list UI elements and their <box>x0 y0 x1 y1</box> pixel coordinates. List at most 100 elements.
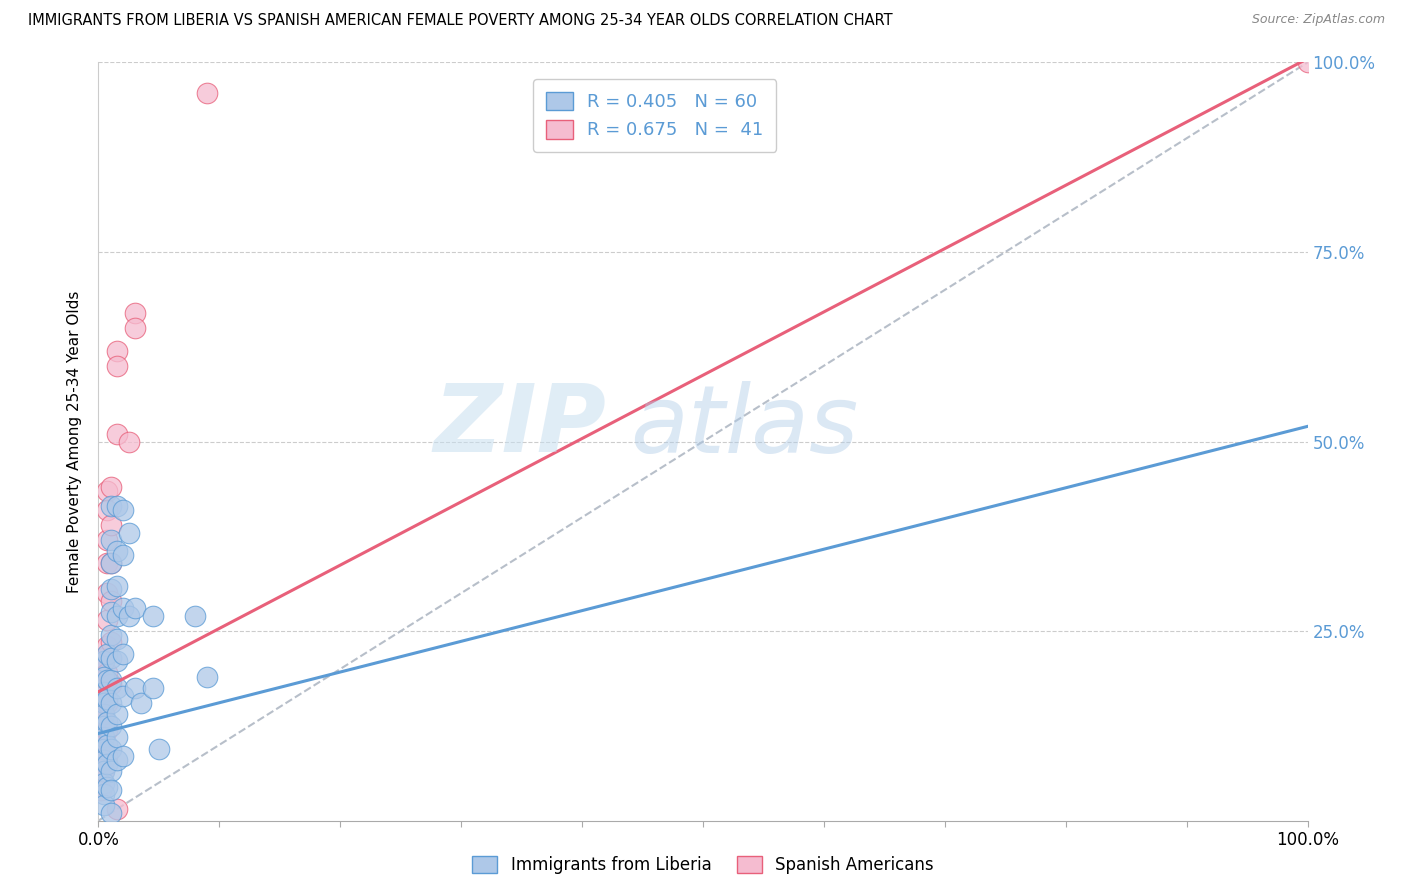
Point <box>100 480 122 494</box>
Point <box>100 533 122 548</box>
Point <box>148 741 170 756</box>
Point <box>90 669 112 683</box>
Point <box>90 726 112 740</box>
Point <box>93 741 115 756</box>
Point <box>184 608 207 623</box>
Point <box>91 746 114 760</box>
Point <box>100 650 122 665</box>
Point <box>93 730 115 744</box>
Point <box>96 673 118 688</box>
Legend: R = 0.405   N = 60, R = 0.675   N =  41: R = 0.405 N = 60, R = 0.675 N = 41 <box>533 79 776 152</box>
Point <box>111 503 134 517</box>
Point <box>96 696 118 710</box>
Point <box>118 434 141 449</box>
Point <box>100 696 122 710</box>
Point <box>195 86 218 100</box>
Point <box>96 756 118 771</box>
Point <box>105 343 128 358</box>
Point <box>93 753 115 767</box>
Point <box>105 655 128 669</box>
Point <box>96 738 118 752</box>
Point <box>111 548 134 563</box>
Point <box>105 608 128 623</box>
Point <box>142 681 165 695</box>
Point <box>90 707 112 722</box>
Point <box>100 635 122 649</box>
Text: atlas: atlas <box>630 381 859 472</box>
Point <box>96 715 118 730</box>
Point <box>93 764 115 779</box>
Point <box>96 586 118 600</box>
Point <box>105 359 128 373</box>
Point <box>96 723 118 737</box>
Point <box>100 556 122 570</box>
Point <box>100 806 122 821</box>
Y-axis label: Female Poverty Among 25-34 Year Olds: Female Poverty Among 25-34 Year Olds <box>67 291 83 592</box>
Point <box>111 647 134 661</box>
Point <box>90 783 112 797</box>
Point <box>93 707 115 722</box>
Point <box>91 669 114 683</box>
Point <box>118 525 141 540</box>
Point <box>100 605 122 619</box>
Point <box>1296 55 1319 70</box>
Point <box>93 685 115 699</box>
Text: ZIP: ZIP <box>433 380 606 473</box>
Point <box>91 764 114 779</box>
Point <box>93 787 115 801</box>
Point <box>105 681 128 695</box>
Point <box>100 677 122 691</box>
Point <box>124 320 146 334</box>
Point <box>105 707 128 722</box>
Point <box>105 427 128 442</box>
Point <box>93 719 115 733</box>
Point <box>100 673 122 688</box>
Point <box>105 579 128 593</box>
Point <box>96 639 118 653</box>
Point <box>90 689 112 703</box>
Point <box>105 632 128 646</box>
Point <box>124 601 146 615</box>
Point <box>100 517 122 532</box>
Point <box>111 749 134 764</box>
Point <box>93 655 115 669</box>
Point <box>93 798 115 813</box>
Text: Source: ZipAtlas.com: Source: ZipAtlas.com <box>1251 13 1385 27</box>
Point <box>195 669 218 683</box>
Text: IMMIGRANTS FROM LIBERIA VS SPANISH AMERICAN FEMALE POVERTY AMONG 25-34 YEAR OLDS: IMMIGRANTS FROM LIBERIA VS SPANISH AMERI… <box>28 13 893 29</box>
Point <box>96 780 118 794</box>
Point <box>90 746 112 760</box>
Point <box>100 556 122 570</box>
Legend: Immigrants from Liberia, Spanish Americans: Immigrants from Liberia, Spanish America… <box>465 849 941 881</box>
Point <box>100 719 122 733</box>
Point <box>105 753 128 767</box>
Point <box>100 594 122 608</box>
Point <box>100 628 122 642</box>
Point <box>124 681 146 695</box>
Point <box>96 483 118 498</box>
Point <box>96 692 118 706</box>
Point <box>91 689 114 703</box>
Point <box>100 582 122 597</box>
Point <box>90 764 112 779</box>
Point <box>96 533 118 548</box>
Point <box>91 650 114 665</box>
Point <box>129 696 152 710</box>
Point <box>91 707 114 722</box>
Point <box>93 776 115 790</box>
Point <box>105 544 128 558</box>
Point <box>142 608 165 623</box>
Point <box>91 726 114 740</box>
Point <box>100 764 122 779</box>
Point <box>96 613 118 627</box>
Point <box>96 647 118 661</box>
Point <box>93 669 115 683</box>
Point <box>100 783 122 797</box>
Point <box>111 601 134 615</box>
Point <box>111 689 134 703</box>
Point <box>90 650 112 665</box>
Point <box>93 696 115 710</box>
Point <box>96 503 118 517</box>
Point <box>100 741 122 756</box>
Point <box>118 608 141 623</box>
